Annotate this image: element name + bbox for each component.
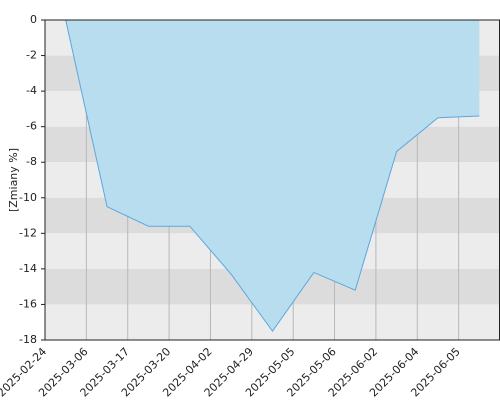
y-tick-label: 0 <box>30 13 37 26</box>
y-tick-label: -8 <box>26 155 37 168</box>
y-axis-label: [Zmiany %] <box>7 148 20 212</box>
y-tick-label: -2 <box>26 49 37 62</box>
y-tick-label: -12 <box>19 226 37 239</box>
y-tick-label: -6 <box>26 120 37 133</box>
line <box>65 19 480 332</box>
y-tick-label: -18 <box>19 333 37 346</box>
area <box>65 20 480 332</box>
y-tick-label: -14 <box>19 262 37 275</box>
y-tick-label: -10 <box>19 191 37 204</box>
y-tick-label: -16 <box>19 297 37 310</box>
y-tick-label: -4 <box>26 84 37 97</box>
